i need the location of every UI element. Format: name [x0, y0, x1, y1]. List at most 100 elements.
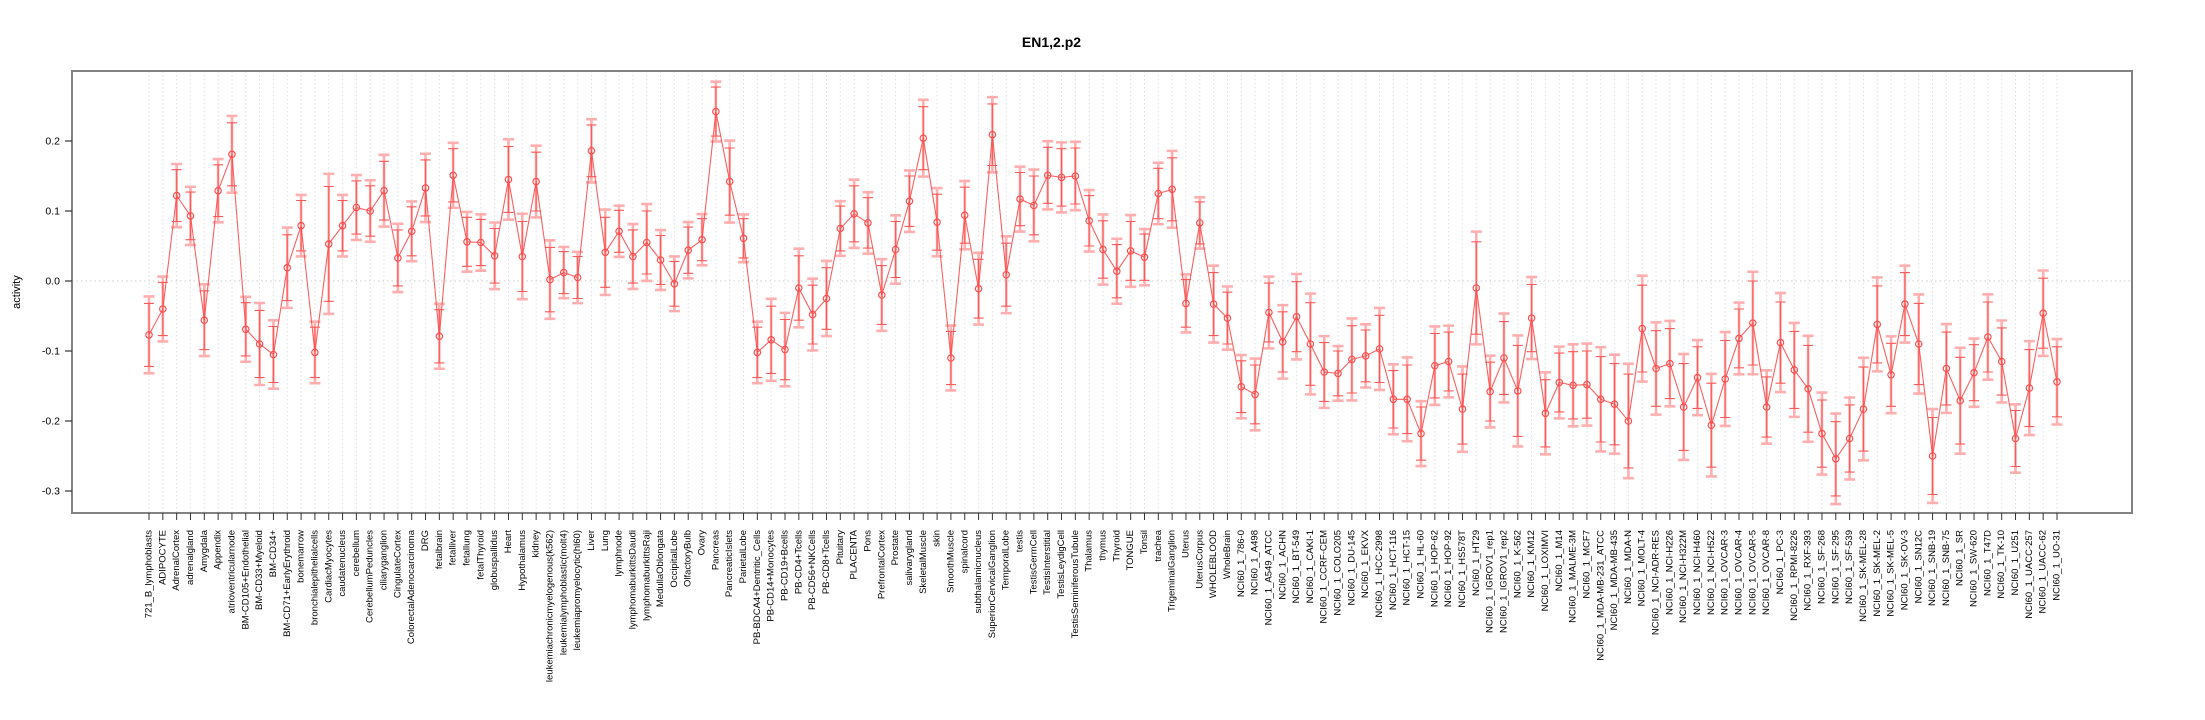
- x-tick-label: NCI60_1_SK-MEL-28: [1858, 530, 1869, 622]
- data-point: [1389, 395, 1398, 404]
- data-point: [629, 252, 637, 261]
- x-tick-label: NCI60_1_DU-145: [1346, 530, 1357, 606]
- x-tick-label: NCI60_1_OVCAR-3: [1720, 530, 1731, 615]
- x-tick-label: NCI60_1_T47D: [1982, 530, 1993, 596]
- data-point: [352, 203, 361, 212]
- x-tick-label: PrefrontalCortex: [876, 530, 887, 599]
- x-tick-label: NCI60_1_OVCAR-8: [1761, 530, 1772, 615]
- x-tick-label: thymus: [1098, 530, 1109, 561]
- data-point: [255, 340, 264, 348]
- x-tick-label: NCI60_1_CAKI-1: [1305, 530, 1316, 603]
- data-point: [1749, 319, 1757, 327]
- x-tick-label: BM-CD34+: [268, 530, 279, 578]
- x-tick-label: NCI60_1_SK-MEL-2: [1872, 530, 1883, 617]
- x-tick-label: ParietalLobe: [738, 530, 749, 583]
- x-tick-label: NCI60_1_NCI-H460: [1692, 530, 1703, 615]
- x-tick-label: bonemarrow: [296, 530, 307, 583]
- data-point: [1375, 345, 1384, 353]
- data-point: [504, 175, 513, 184]
- x-tick-label: Tonsil: [1139, 530, 1150, 554]
- x-tick-label: NCI60_1_SW-620: [1969, 530, 1980, 607]
- data-point: [1278, 338, 1287, 346]
- x-tick-label: NCI60_1_MDA-MB-231_ATCC: [1595, 530, 1606, 661]
- data-point: [1292, 312, 1301, 321]
- x-tick-label: NCI60_1_SF-539: [1844, 530, 1855, 604]
- x-tick-label: NCI60_1_SK-OV-3: [1899, 530, 1910, 610]
- x-tick-label: SuperiorCervicalGanglion: [987, 530, 998, 638]
- x-tick-label: Uterus: [1180, 530, 1191, 558]
- data-point: [145, 331, 153, 339]
- data-point: [836, 224, 845, 233]
- data-point: [1071, 172, 1080, 180]
- data-point: [546, 275, 554, 284]
- data-point: [532, 177, 540, 186]
- x-tick-label: Appendix: [213, 530, 224, 570]
- x-tick-label: PancreaticIslets: [724, 530, 735, 597]
- x-tick-label: NCI60_1_OVCAR-5: [1747, 530, 1758, 615]
- data-point: [1154, 189, 1163, 198]
- x-tick-label: ColorectalAdenocarcinoma: [406, 529, 417, 644]
- x-tick-label: TrigeminalGanglion: [1167, 530, 1178, 612]
- chart-title: EN1,2.p2: [0, 34, 2205, 50]
- data-point: [905, 197, 914, 206]
- data-point: [1085, 217, 1093, 225]
- x-tick-label: NCI60_1_RPMI-8226: [1789, 530, 1800, 621]
- data-point: [712, 107, 720, 116]
- x-tick-label: subthalamicnucleus: [973, 530, 984, 614]
- data-point: [1721, 375, 1729, 383]
- x-tick-label: PB-CD8+Tcells: [821, 530, 832, 594]
- data-point: [338, 221, 347, 230]
- x-tick-label: NCI60_1_MALME-3M: [1568, 530, 1579, 623]
- x-tick-label: bronchialepithelialcells: [309, 530, 320, 625]
- x-tick-label: TestisInterstitial: [1042, 530, 1053, 595]
- data-point: [1251, 390, 1259, 399]
- data-point: [283, 263, 292, 272]
- data-point: [1776, 338, 1785, 347]
- data-point: [380, 186, 388, 195]
- data-point: [1140, 253, 1149, 262]
- data-point: [1666, 359, 1674, 368]
- x-tick-label: NCI60_1_BT-549: [1291, 530, 1302, 603]
- x-tick-label: NCI60_1_UACC-257: [2024, 530, 2035, 619]
- x-tick-label: NCI60_1_HL-60: [1416, 530, 1427, 599]
- x-tick-label: SkeletalMuscle: [918, 530, 929, 594]
- data-point: [1182, 299, 1190, 308]
- x-tick-label: WHOLEBLOOD: [1208, 530, 1219, 598]
- x-tick-label: Heart: [503, 530, 514, 554]
- data-point: [2053, 377, 2061, 386]
- data-point: [214, 186, 222, 195]
- x-tick-label: NCI60_1_SNB-75: [1941, 530, 1952, 606]
- x-tick-label: fetallung: [462, 530, 473, 566]
- data-point: [394, 254, 402, 262]
- x-tick-label: TestisLeydigCell: [1056, 530, 1067, 599]
- data-point: [1043, 171, 1052, 180]
- x-tick-label: NCI60_1_A549_ATCC: [1263, 530, 1274, 626]
- data-point: [1735, 334, 1743, 343]
- data-point: [1956, 396, 1965, 405]
- y-axis-title: activity: [11, 275, 23, 309]
- data-point: [366, 207, 375, 215]
- data-point: [1970, 368, 1978, 377]
- data-point: [421, 184, 430, 192]
- data-point: [477, 238, 485, 247]
- data-point: [1444, 357, 1453, 366]
- x-tick-label: NCI60_1_M14: [1554, 530, 1565, 591]
- data-point: [864, 219, 872, 227]
- data-point: [1652, 364, 1660, 373]
- data-point: [297, 221, 305, 230]
- x-tick-label: BM-CD105+Endothelial: [240, 530, 251, 630]
- x-tick-label: Pituitary: [835, 530, 846, 565]
- data-point: [850, 210, 858, 218]
- x-tick-label: BM-CD33+Myeloid: [254, 530, 265, 610]
- x-tick-label: NCI60_1_SF-268: [1816, 530, 1827, 604]
- data-point: [656, 256, 665, 264]
- x-tick-label: NCI60_1_SN12C: [1913, 530, 1924, 604]
- x-tick-label: NCI60_1_MOLT-4: [1637, 530, 1648, 606]
- data-point: [2025, 384, 2034, 392]
- data-point: [1113, 267, 1121, 276]
- x-tick-label: Ovary: [697, 530, 708, 556]
- data-point: [1237, 382, 1246, 391]
